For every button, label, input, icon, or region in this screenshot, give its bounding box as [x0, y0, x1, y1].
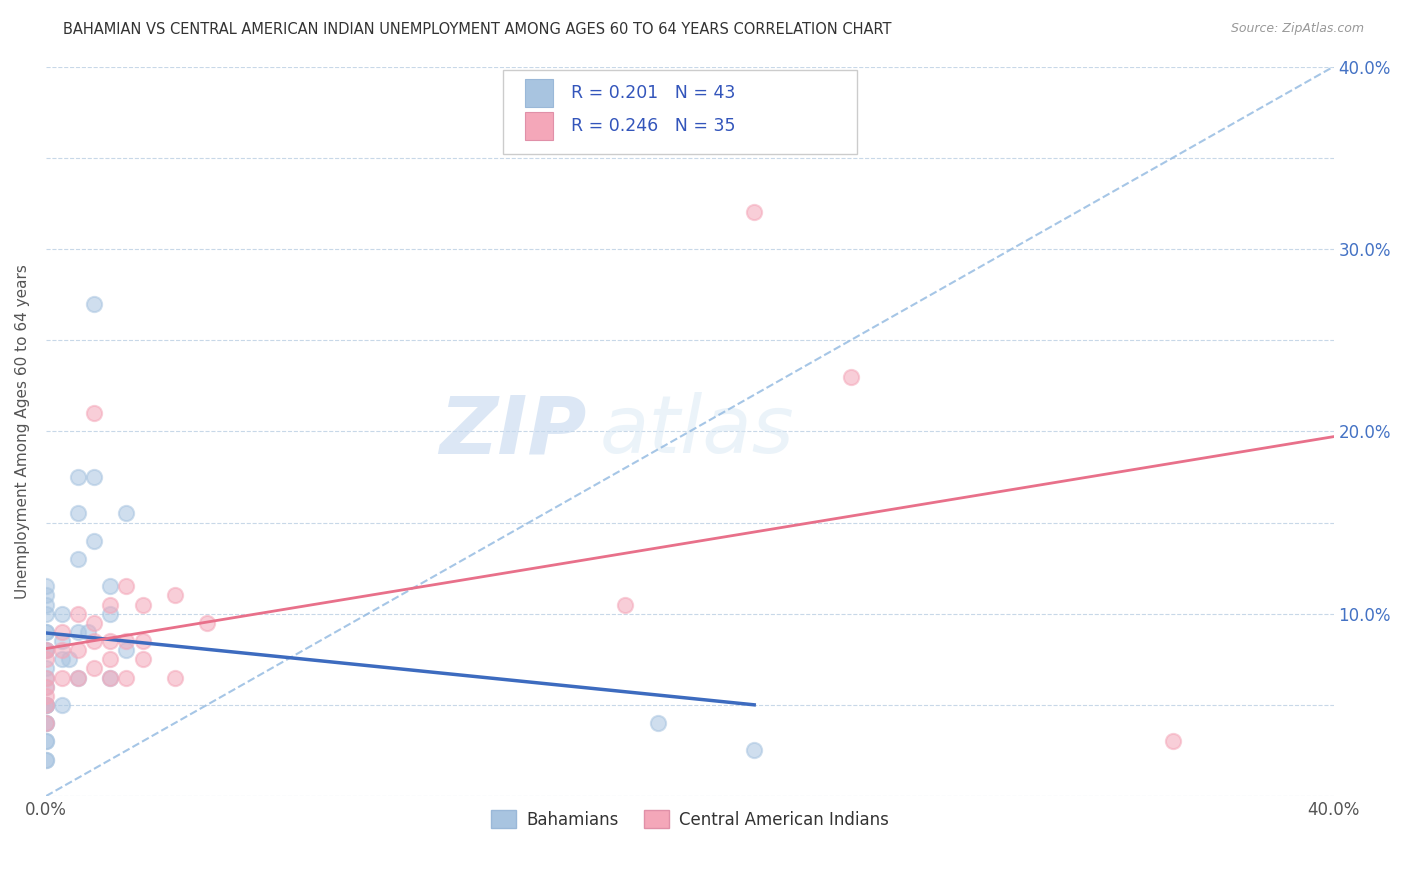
- Point: [35, 680, 58, 694]
- Point: [35, 716, 58, 731]
- Point: [115, 671, 138, 685]
- Point: [35, 716, 58, 731]
- Point: [35, 671, 58, 685]
- Point: [51, 643, 73, 657]
- Point: [131, 634, 153, 648]
- Point: [83, 296, 105, 310]
- Point: [76, 624, 98, 639]
- Point: [35, 698, 58, 712]
- Point: [614, 598, 637, 612]
- Point: [35, 680, 58, 694]
- Point: [67, 607, 90, 621]
- Point: [58, 652, 80, 666]
- Point: [67, 552, 90, 566]
- Point: [83, 533, 105, 548]
- Text: atlas: atlas: [600, 392, 794, 470]
- Legend: Bahamians, Central American Indians: Bahamians, Central American Indians: [485, 803, 896, 835]
- Point: [67, 643, 90, 657]
- Point: [131, 652, 153, 666]
- Point: [35, 624, 58, 639]
- Point: [1161, 734, 1184, 748]
- Text: Source: ZipAtlas.com: Source: ZipAtlas.com: [1230, 22, 1364, 36]
- Point: [35, 698, 58, 712]
- Point: [98, 598, 121, 612]
- Y-axis label: Unemployment Among Ages 60 to 64 years: Unemployment Among Ages 60 to 64 years: [15, 264, 30, 599]
- Text: R = 0.201   N = 43: R = 0.201 N = 43: [571, 84, 735, 102]
- Point: [115, 507, 138, 521]
- Point: [35, 734, 58, 748]
- Point: [35, 607, 58, 621]
- Point: [35, 643, 58, 657]
- Point: [35, 698, 58, 712]
- Point: [67, 671, 90, 685]
- Point: [98, 671, 121, 685]
- Point: [83, 470, 105, 484]
- Point: [98, 652, 121, 666]
- Point: [67, 624, 90, 639]
- Point: [35, 753, 58, 767]
- Point: [51, 634, 73, 648]
- Point: [51, 671, 73, 685]
- Point: [51, 624, 73, 639]
- Point: [83, 406, 105, 420]
- Point: [35, 624, 58, 639]
- FancyBboxPatch shape: [524, 112, 554, 139]
- Point: [742, 743, 765, 757]
- Point: [839, 369, 862, 384]
- Point: [51, 698, 73, 712]
- Point: [115, 643, 138, 657]
- Point: [35, 716, 58, 731]
- Point: [163, 671, 186, 685]
- Point: [35, 589, 58, 603]
- Point: [647, 716, 669, 731]
- Point: [163, 589, 186, 603]
- Point: [83, 661, 105, 675]
- Point: [67, 470, 90, 484]
- Point: [67, 507, 90, 521]
- Point: [131, 598, 153, 612]
- Point: [35, 689, 58, 703]
- Point: [35, 753, 58, 767]
- Point: [98, 607, 121, 621]
- Text: ZIP: ZIP: [440, 392, 586, 470]
- Point: [98, 579, 121, 593]
- Point: [742, 205, 765, 219]
- Point: [51, 652, 73, 666]
- Point: [35, 671, 58, 685]
- FancyBboxPatch shape: [503, 70, 858, 154]
- Point: [35, 579, 58, 593]
- Point: [195, 615, 218, 630]
- Point: [35, 652, 58, 666]
- Point: [35, 643, 58, 657]
- Point: [35, 661, 58, 675]
- FancyBboxPatch shape: [524, 79, 554, 107]
- Point: [51, 607, 73, 621]
- Point: [83, 634, 105, 648]
- Point: [115, 579, 138, 593]
- Point: [98, 671, 121, 685]
- Point: [35, 643, 58, 657]
- Point: [35, 598, 58, 612]
- Point: [83, 615, 105, 630]
- Point: [67, 671, 90, 685]
- Text: BAHAMIAN VS CENTRAL AMERICAN INDIAN UNEMPLOYMENT AMONG AGES 60 TO 64 YEARS CORRE: BAHAMIAN VS CENTRAL AMERICAN INDIAN UNEM…: [63, 22, 891, 37]
- Point: [35, 734, 58, 748]
- Text: R = 0.246   N = 35: R = 0.246 N = 35: [571, 117, 735, 135]
- Point: [98, 634, 121, 648]
- Point: [115, 634, 138, 648]
- Point: [35, 698, 58, 712]
